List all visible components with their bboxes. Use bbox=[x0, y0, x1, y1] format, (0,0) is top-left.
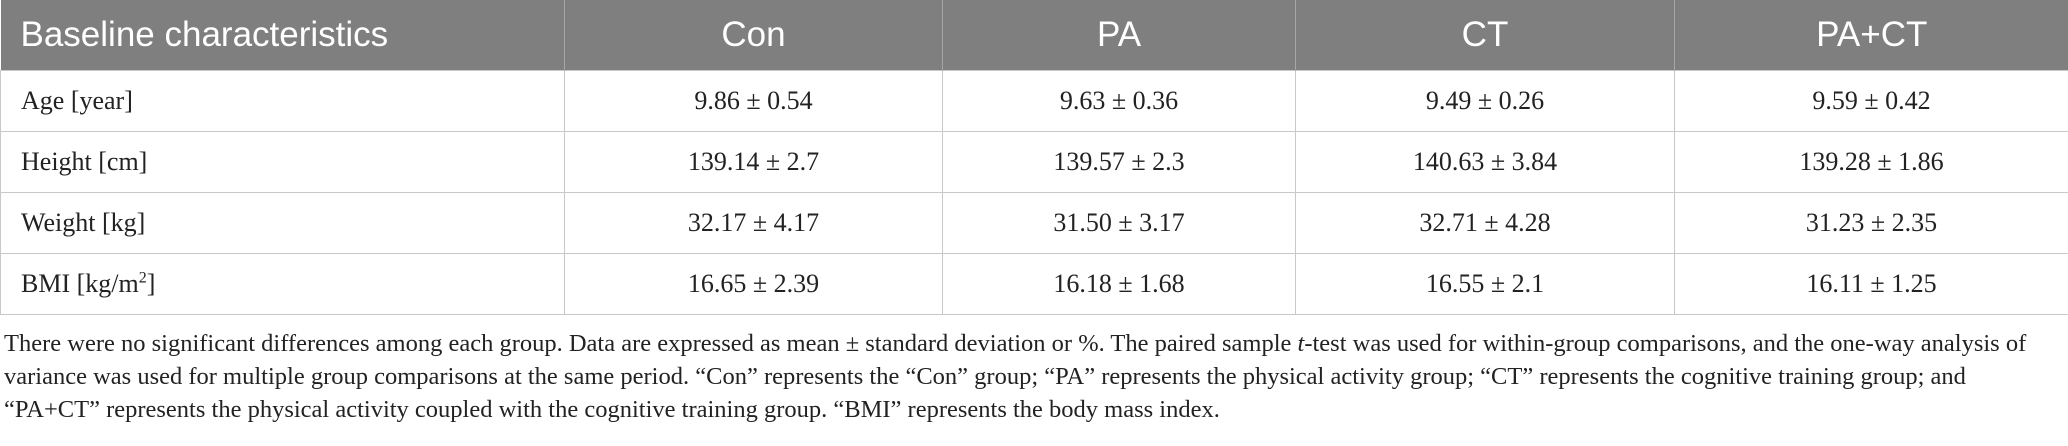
row-label: Weight [kg] bbox=[0, 191, 565, 254]
cell-ct: 32.71 ± 4.28 bbox=[1295, 191, 1675, 254]
cell-ct: 140.63 ± 3.84 bbox=[1295, 130, 1675, 193]
cell-ct: 16.55 ± 2.1 bbox=[1295, 252, 1675, 315]
cell-pa: 9.63 ± 0.36 bbox=[942, 69, 1296, 132]
bmi-label-superscript: 2 bbox=[138, 268, 147, 286]
document: Baseline characteristics Con PA CT PA+CT… bbox=[0, 0, 2068, 426]
cell-pa-ct: 31.23 ± 2.35 bbox=[1674, 191, 2068, 254]
cell-con: 16.65 ± 2.39 bbox=[564, 252, 943, 315]
table-footnote: There were no significant differences am… bbox=[0, 315, 2068, 426]
cell-con: 9.86 ± 0.54 bbox=[564, 69, 943, 132]
cell-pa-ct: 139.28 ± 1.86 bbox=[1674, 130, 2068, 193]
table-row-weight: Weight [kg] 32.17 ± 4.17 31.50 ± 3.17 32… bbox=[0, 191, 2068, 254]
footnote-part2: -test was used for within-group comparis… bbox=[4, 329, 2027, 423]
row-label: Age [year] bbox=[0, 69, 565, 132]
cell-pa: 16.18 ± 1.68 bbox=[942, 252, 1296, 315]
cell-pa: 139.57 ± 2.3 bbox=[942, 130, 1296, 193]
table-row-bmi: BMI [kg/m2] 16.65 ± 2.39 16.18 ± 1.68 16… bbox=[0, 252, 2068, 315]
row-label: Height [cm] bbox=[0, 130, 565, 193]
cell-pa-ct: 16.11 ± 1.25 bbox=[1674, 252, 2068, 315]
table-row-height: Height [cm] 139.14 ± 2.7 139.57 ± 2.3 14… bbox=[0, 130, 2068, 193]
bmi-label-suffix: ] bbox=[146, 268, 156, 298]
header-row: Baseline characteristics Con PA CT PA+CT bbox=[0, 0, 2068, 70]
header-ct: CT bbox=[1295, 0, 1675, 70]
header-pa: PA bbox=[942, 0, 1296, 70]
header-pa-ct: PA+CT bbox=[1674, 0, 2068, 70]
footnote-part1: There were no significant differences am… bbox=[4, 329, 1298, 357]
cell-ct: 9.49 ± 0.26 bbox=[1295, 69, 1675, 132]
table-row-age: Age [year] 9.86 ± 0.54 9.63 ± 0.36 9.49 … bbox=[0, 69, 2068, 132]
row-label: BMI [kg/m2] bbox=[0, 252, 565, 315]
table-header: Baseline characteristics Con PA CT PA+CT bbox=[0, 0, 2068, 70]
header-con: Con bbox=[564, 0, 943, 70]
bmi-label-prefix: BMI [kg/m bbox=[21, 268, 139, 298]
cell-pa-ct: 9.59 ± 0.42 bbox=[1674, 69, 2068, 132]
table-body: Age [year] 9.86 ± 0.54 9.63 ± 0.36 9.49 … bbox=[0, 69, 2068, 315]
cell-con: 32.17 ± 4.17 bbox=[564, 191, 943, 254]
cell-con: 139.14 ± 2.7 bbox=[564, 130, 943, 193]
footnote-italic-t: t bbox=[1297, 329, 1305, 357]
header-baseline-characteristics: Baseline characteristics bbox=[20, 14, 389, 54]
baseline-table: Baseline characteristics Con PA CT PA+CT… bbox=[0, 0, 2068, 315]
cell-pa: 31.50 ± 3.17 bbox=[942, 191, 1296, 254]
